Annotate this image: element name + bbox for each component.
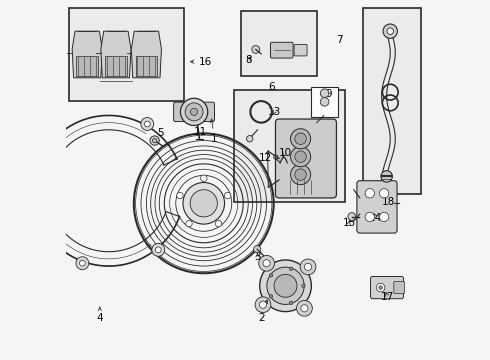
- Text: 9: 9: [321, 89, 332, 99]
- Circle shape: [301, 305, 308, 312]
- Circle shape: [177, 192, 183, 199]
- Circle shape: [295, 151, 306, 162]
- Text: 7: 7: [337, 35, 343, 45]
- Circle shape: [183, 183, 224, 224]
- FancyBboxPatch shape: [270, 42, 293, 58]
- Text: 11: 11: [194, 121, 207, 136]
- FancyBboxPatch shape: [357, 181, 397, 233]
- Text: 6: 6: [269, 82, 275, 92]
- FancyBboxPatch shape: [294, 44, 307, 56]
- Text: 17: 17: [381, 292, 394, 302]
- Circle shape: [76, 257, 89, 270]
- Circle shape: [180, 98, 208, 126]
- Circle shape: [191, 108, 197, 116]
- Circle shape: [376, 283, 385, 292]
- Circle shape: [291, 129, 311, 149]
- FancyBboxPatch shape: [173, 102, 215, 122]
- Circle shape: [379, 286, 382, 289]
- FancyBboxPatch shape: [275, 119, 337, 198]
- Circle shape: [381, 171, 392, 182]
- Circle shape: [387, 28, 393, 35]
- Circle shape: [152, 243, 165, 256]
- Circle shape: [53, 125, 66, 138]
- Circle shape: [246, 135, 253, 142]
- Circle shape: [289, 301, 293, 305]
- Bar: [311, 87, 338, 117]
- Text: 3: 3: [254, 252, 261, 262]
- Polygon shape: [72, 31, 102, 78]
- Circle shape: [269, 274, 273, 277]
- Polygon shape: [131, 31, 161, 78]
- FancyBboxPatch shape: [370, 276, 403, 299]
- Circle shape: [274, 274, 297, 297]
- Bar: [69, 8, 184, 101]
- Circle shape: [291, 147, 311, 167]
- Circle shape: [263, 260, 270, 267]
- FancyBboxPatch shape: [394, 282, 405, 294]
- Circle shape: [320, 98, 329, 106]
- Circle shape: [365, 212, 374, 222]
- Text: 14: 14: [369, 213, 383, 222]
- Text: 16: 16: [191, 57, 212, 67]
- Circle shape: [185, 103, 203, 121]
- Circle shape: [141, 117, 154, 130]
- Text: 18: 18: [382, 197, 395, 207]
- Circle shape: [186, 220, 192, 227]
- Circle shape: [379, 189, 389, 198]
- Text: 12: 12: [259, 150, 272, 163]
- Bar: [136, 56, 157, 76]
- Circle shape: [259, 301, 267, 308]
- Text: 10: 10: [279, 148, 292, 158]
- Circle shape: [296, 301, 312, 316]
- Text: 5: 5: [156, 129, 164, 141]
- Bar: [105, 56, 126, 76]
- Circle shape: [320, 89, 329, 98]
- Text: 15: 15: [343, 218, 356, 228]
- Circle shape: [260, 260, 311, 312]
- Circle shape: [365, 189, 374, 198]
- Bar: [242, 12, 317, 76]
- Text: 2: 2: [258, 300, 268, 323]
- Polygon shape: [101, 31, 131, 78]
- Circle shape: [215, 220, 222, 227]
- Circle shape: [255, 297, 271, 312]
- Bar: [234, 90, 345, 202]
- Circle shape: [79, 260, 85, 266]
- Circle shape: [150, 136, 159, 145]
- Text: 4: 4: [97, 307, 103, 323]
- Circle shape: [259, 255, 274, 271]
- Circle shape: [267, 267, 304, 305]
- Circle shape: [304, 263, 312, 270]
- Bar: [76, 56, 98, 76]
- Circle shape: [379, 212, 389, 222]
- Circle shape: [252, 45, 260, 53]
- Bar: [364, 8, 421, 194]
- Circle shape: [348, 213, 356, 221]
- Circle shape: [295, 169, 306, 180]
- Circle shape: [289, 267, 293, 270]
- Circle shape: [269, 294, 273, 298]
- Text: 13: 13: [268, 107, 281, 117]
- Circle shape: [254, 246, 261, 253]
- Circle shape: [300, 259, 316, 275]
- Circle shape: [200, 175, 207, 181]
- Text: 1: 1: [210, 119, 218, 144]
- Circle shape: [155, 247, 161, 253]
- Circle shape: [56, 129, 62, 135]
- Circle shape: [295, 133, 306, 144]
- Circle shape: [145, 121, 150, 127]
- Circle shape: [291, 165, 311, 185]
- Circle shape: [152, 138, 157, 143]
- Circle shape: [190, 190, 218, 217]
- Circle shape: [302, 284, 305, 288]
- Text: 8: 8: [245, 55, 252, 65]
- Circle shape: [224, 192, 231, 199]
- Circle shape: [383, 24, 397, 39]
